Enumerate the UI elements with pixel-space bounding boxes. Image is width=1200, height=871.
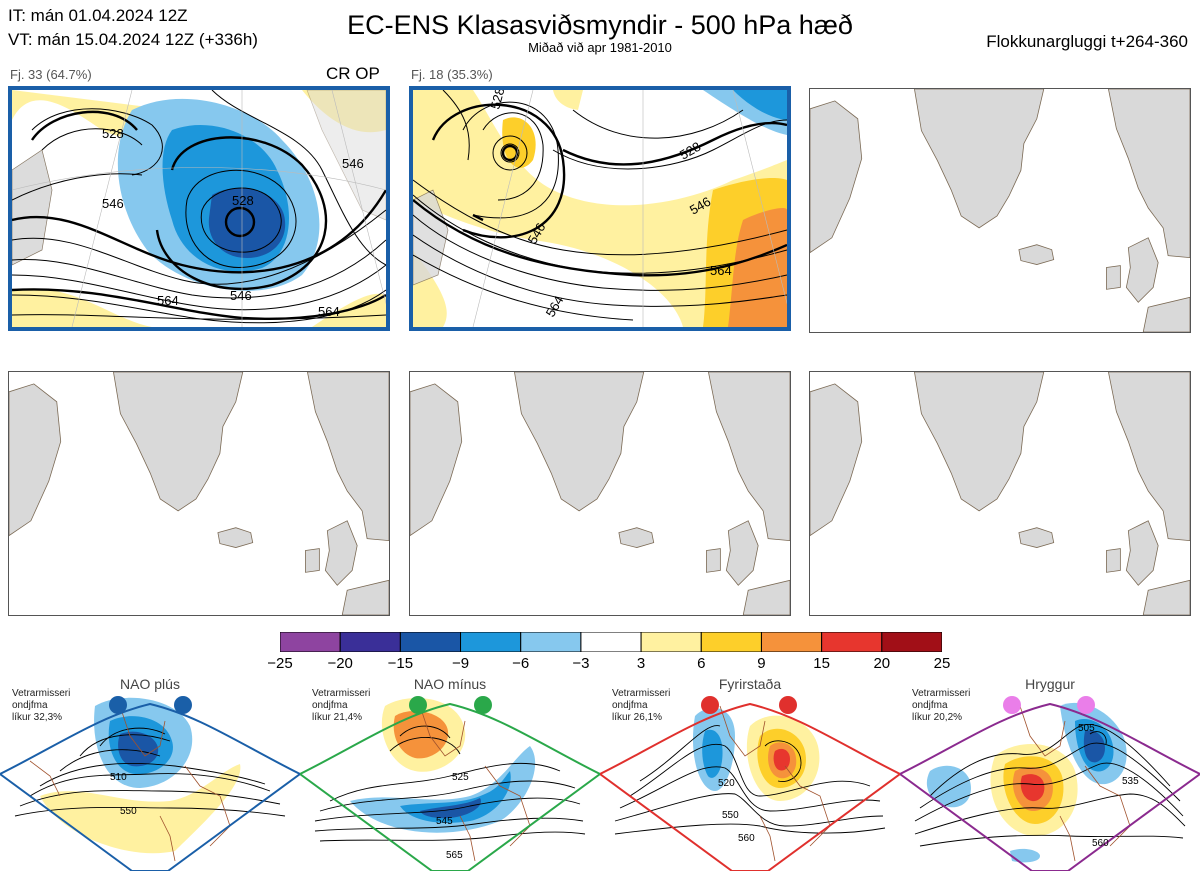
regime-nao-minus: 525 545 565 NAO mínus Vetrarmisseri ondj… (300, 676, 600, 871)
contour-label: 520 (718, 778, 735, 789)
contour-label: 564 (710, 263, 732, 278)
cluster-1-tag: CR OP (326, 64, 380, 83)
regime-info: Vetrarmisseri ondjfma líkur 20,2% (912, 688, 970, 724)
cluster-panel-empty (8, 371, 390, 616)
contour-label: 525 (452, 772, 469, 783)
land-map (810, 372, 1190, 615)
colorbar-tick-label: 25 (933, 655, 951, 672)
page-subtitle: Miðað við apr 1981-2010 (528, 40, 672, 55)
colorbar-segment (339, 632, 401, 652)
contour-label: 535 (1122, 776, 1139, 787)
regime-info: Vetrarmisseri ondjfma líkur 21,4% (312, 688, 370, 724)
regime-probability: líkur 26,1% (612, 712, 663, 723)
page-title: EC-ENS Klasasviðsmyndir - 500 hPa hæð (347, 10, 853, 40)
regime-probability: líkur 20,2% (912, 712, 963, 723)
regime-months: ondjfma (12, 700, 48, 711)
contour-label: 545 (436, 816, 453, 827)
colorbar-segment (881, 632, 942, 652)
contour-label: 505 (1078, 723, 1095, 734)
colorbar (280, 632, 942, 652)
contour-label: 546 (342, 156, 364, 171)
regime-info: Vetrarmisseri ondjfma líkur 26,1% (612, 688, 670, 724)
initial-time: IT: mán 01.04.2024 12Z (8, 6, 188, 25)
colorbar-segment (520, 632, 582, 652)
cluster-1-label: Fj. 33 (64.7%) (10, 67, 92, 82)
colorbar-tick-label: 15 (813, 655, 830, 672)
regime-map: 505 535 560 (900, 696, 1200, 871)
land-map (810, 89, 1190, 332)
regime-probability: líkur 32,3% (12, 712, 63, 723)
cluster-2-map: 528 528 546 546 564 564 (413, 90, 787, 327)
regime-map: 520 550 560 (600, 696, 900, 871)
contour-label: 528 (102, 126, 124, 141)
colorbar-tick-label: 6 (697, 655, 706, 672)
contour-label: 546 (102, 196, 124, 211)
colorbar-segment (399, 632, 462, 652)
colorbar-tick-label: −15 (387, 655, 414, 672)
colorbar-segment (460, 632, 522, 652)
colorbar-segment (640, 632, 702, 652)
regime-probability: líkur 21,4% (312, 712, 363, 723)
cluster-panel-1[interactable]: 528 528 546 546 546 564 564 (8, 86, 390, 331)
land-map (410, 372, 790, 615)
regime-season: Vetrarmisseri (12, 688, 71, 699)
colorbar-tick-label: −25 (267, 655, 293, 672)
contour-label: 564 (318, 304, 340, 319)
contour-label: 528 (677, 139, 703, 163)
land-map (9, 372, 389, 615)
regime-map: 525 545 565 (300, 696, 600, 871)
colorbar-tick-label: 20 (873, 655, 891, 672)
regime-name: Hryggur (1025, 676, 1075, 692)
regime-nao-plus: 510 550 NAO plús Vetrarmisseri ondjfma l… (0, 676, 300, 871)
cluster-panel-2[interactable]: 528 528 546 546 564 564 (409, 86, 791, 331)
contour-label: 546 (230, 288, 252, 303)
cluster-1-map: 528 528 546 546 546 564 564 (12, 90, 386, 327)
colorbar-tick-label: −20 (327, 655, 353, 672)
colorbar-tick-label: 9 (757, 655, 766, 672)
colorbar-tick-label: −9 (451, 655, 470, 672)
colorbar-tick-label: 3 (636, 655, 646, 672)
colorbar-segment (700, 632, 762, 652)
valid-time: VT: mán 15.04.2024 12Z (+336h) (8, 30, 258, 49)
regime-ridge: 505 535 560 Hryggur Vetrarmisseri ondjfm… (900, 676, 1200, 871)
regime-name: Fyrirstaða (718, 676, 782, 692)
contour-label: 510 (110, 772, 127, 783)
colorbar-segment (280, 632, 341, 652)
colorbar-segment (821, 632, 883, 652)
regime-season: Vetrarmisseri (312, 688, 371, 699)
regime-blocking: 520 550 560 Fyrirstaða Vetrarmisseri ond… (600, 676, 900, 871)
colorbar-tick-label: −3 (572, 655, 590, 672)
regime-months: ondjfma (912, 700, 948, 711)
cluster-panel-empty (409, 371, 791, 616)
contour-label: 528 (232, 193, 254, 208)
contour-label: 550 (120, 806, 137, 817)
contour-label: 564 (157, 293, 179, 308)
colorbar-tick-label: −6 (512, 655, 530, 672)
contour-label: 564 (543, 293, 567, 319)
contour-label: 550 (722, 810, 739, 821)
cluster-2-label: Fj. 18 (35.3%) (411, 67, 493, 82)
regime-season: Vetrarmisseri (912, 688, 971, 699)
contour-label: 528 (487, 90, 507, 111)
contour-label: 560 (738, 833, 755, 844)
regime-name: NAO plús (120, 676, 180, 692)
regime-map: 510 550 (0, 696, 300, 871)
cluster-panel-empty (809, 88, 1191, 333)
colorbar-segment (580, 632, 642, 652)
regime-info: Vetrarmisseri ondjfma líkur 32,3% (12, 688, 70, 724)
regime-season: Vetrarmisseri (612, 688, 671, 699)
cluster-panel-empty (809, 371, 1191, 616)
regime-months: ondjfma (612, 700, 648, 711)
contour-label: 565 (446, 850, 463, 861)
regime-name: NAO mínus (413, 676, 487, 692)
classification-window: Flokkunargluggi t+264-360 (986, 32, 1188, 51)
colorbar-segment (760, 632, 823, 652)
regime-months: ondjfma (312, 700, 348, 711)
contour-label: 560 (1092, 838, 1109, 849)
